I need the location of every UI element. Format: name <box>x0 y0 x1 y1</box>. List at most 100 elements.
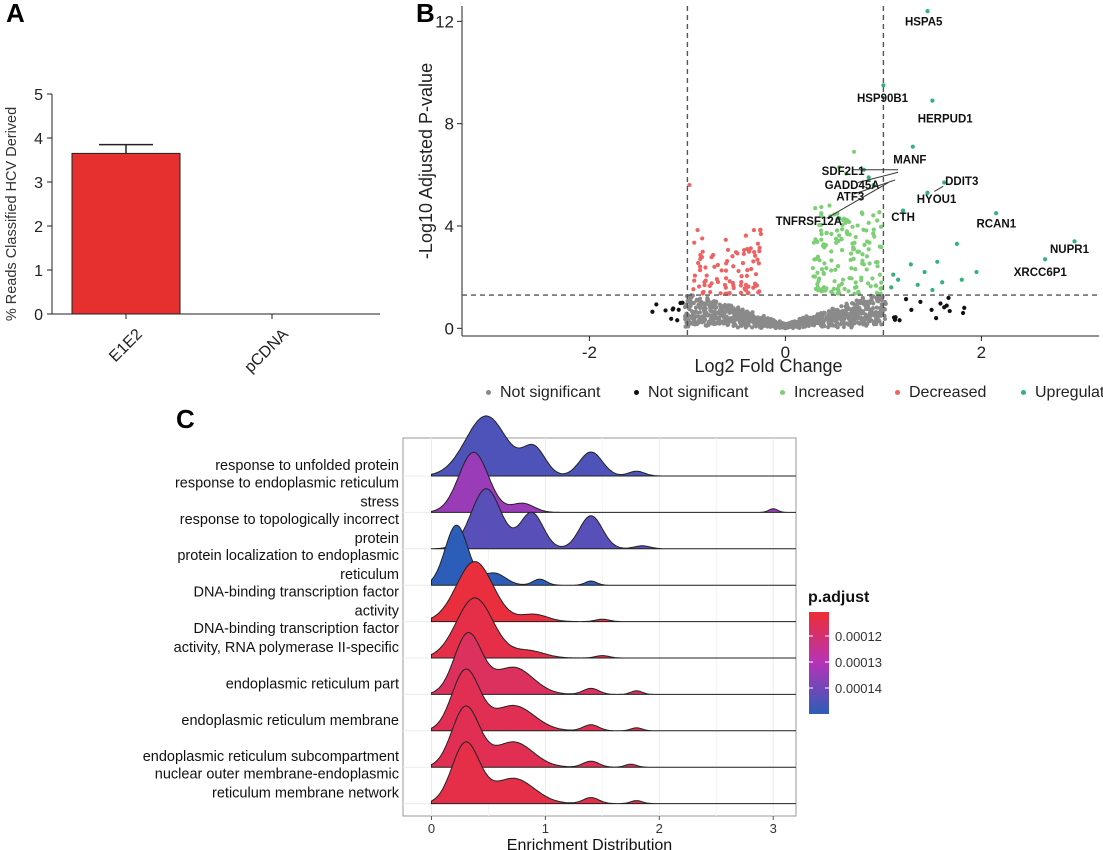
point-increased <box>813 205 818 211</box>
point-decreased <box>695 227 700 233</box>
point-not-significant <box>874 321 879 327</box>
point-not-significant <box>683 317 688 322</box>
legend-colorbar <box>809 612 829 714</box>
volcano-plot-b: 0 4 8 12 -2 0 2 Log2 Fold Change -Log10 Adjusted… <box>416 6 1099 376</box>
point-increased <box>830 291 835 296</box>
term-label: protein localization to endoplasmic <box>177 548 399 564</box>
point-not-significant <box>775 325 780 330</box>
gene-leader-line <box>853 179 896 195</box>
point-upregulated <box>954 241 960 247</box>
point-decreased <box>723 268 729 273</box>
point-decreased <box>730 254 735 259</box>
point-not-significant <box>722 315 727 321</box>
point-not-significant <box>849 301 855 306</box>
gene-label-xrcc6p1: XRCC6P1 <box>1014 267 1068 279</box>
point-increased <box>834 228 840 233</box>
term-label: DNA-binding transcription factor <box>193 621 399 637</box>
point-not-significant <box>831 323 836 328</box>
point-not-significant <box>863 301 868 306</box>
point-decreased <box>692 240 697 245</box>
point-increased <box>837 291 842 296</box>
term-label: endoplasmic reticulum part <box>226 676 399 692</box>
gene-label-hsp90b1: HSP90B1 <box>857 93 909 105</box>
point-decreased <box>725 247 731 253</box>
term-label: activity, RNA polymerase II-specific <box>174 640 399 656</box>
point-gene-manf <box>910 144 915 149</box>
point-not-significant <box>691 301 696 306</box>
point-not-significant-fc <box>909 307 914 312</box>
point-not-significant <box>851 310 856 315</box>
point-increased <box>870 276 875 281</box>
point-not-significant-fc <box>675 318 680 323</box>
point-increased <box>871 231 876 236</box>
point-increased <box>860 211 865 216</box>
point-not-significant <box>757 325 763 330</box>
legend-item: Upregulated <box>1021 384 1103 402</box>
gene-label-hspa5: HSPA5 <box>905 16 943 28</box>
point-decreased <box>754 283 760 288</box>
point-not-significant-fc <box>942 305 947 310</box>
point-increased <box>877 272 883 277</box>
point-increased <box>847 275 852 281</box>
legend-dot <box>895 390 900 396</box>
point-increased <box>854 284 859 290</box>
term-label: stress <box>360 494 399 510</box>
y-tick-label: 0 <box>445 319 454 338</box>
x-tick-label: pCDNA <box>242 326 293 377</box>
point-decreased <box>723 237 728 242</box>
point-decreased <box>758 227 763 232</box>
point-not-significant <box>830 306 835 311</box>
point-not-significant <box>740 313 745 319</box>
term-label: reticulum <box>340 567 399 583</box>
point-increased <box>837 165 842 170</box>
point-decreased <box>703 278 708 283</box>
point-increased <box>824 231 829 236</box>
point-not-significant <box>859 315 864 320</box>
point-not-significant <box>883 301 888 306</box>
legend-label: Not significant <box>648 384 749 401</box>
point-decreased <box>738 283 743 288</box>
point-decreased <box>745 246 750 252</box>
gene-label-herpud1: HERPUD1 <box>918 114 974 126</box>
point-decreased <box>712 264 717 269</box>
point-not-significant <box>740 307 745 312</box>
point-decreased <box>751 227 756 233</box>
point-increased <box>866 247 871 252</box>
point-increased <box>832 279 837 284</box>
point-not-significant-fc <box>946 295 951 301</box>
point-decreased <box>715 279 721 285</box>
point-increased <box>811 240 817 245</box>
point-not-significant <box>862 320 867 325</box>
point-not-significant <box>733 322 738 327</box>
point-increased <box>850 224 855 229</box>
point-decreased <box>739 279 744 285</box>
point-increased <box>840 227 845 232</box>
point-increased <box>819 231 824 237</box>
point-not-significant <box>688 300 693 305</box>
point-increased <box>817 222 822 228</box>
panel-label-b: B <box>416 0 435 28</box>
x-tick-label: 1 <box>542 821 549 836</box>
point-increased <box>833 236 839 241</box>
point-increased <box>819 211 824 216</box>
point-gene-ddit3 <box>942 180 947 185</box>
point-increased <box>851 149 857 154</box>
point-increased <box>852 240 857 245</box>
point-not-significant <box>763 321 768 326</box>
point-increased <box>865 281 871 286</box>
point-increased <box>873 283 878 288</box>
term-label: protein <box>355 531 399 547</box>
point-increased <box>810 265 815 271</box>
point-increased <box>829 258 834 263</box>
point-upregulated <box>930 287 935 293</box>
point-not-significant <box>789 324 794 329</box>
point-increased <box>844 230 849 235</box>
point-increased <box>811 274 816 279</box>
point-increased <box>877 210 882 215</box>
point-decreased <box>692 278 697 283</box>
point-increased <box>855 249 860 254</box>
point-decreased <box>748 246 753 251</box>
point-increased <box>853 267 858 272</box>
volcano-legend: Not significant Not significant Increased D… <box>486 384 1103 408</box>
point-not-significant-fc <box>897 318 902 323</box>
